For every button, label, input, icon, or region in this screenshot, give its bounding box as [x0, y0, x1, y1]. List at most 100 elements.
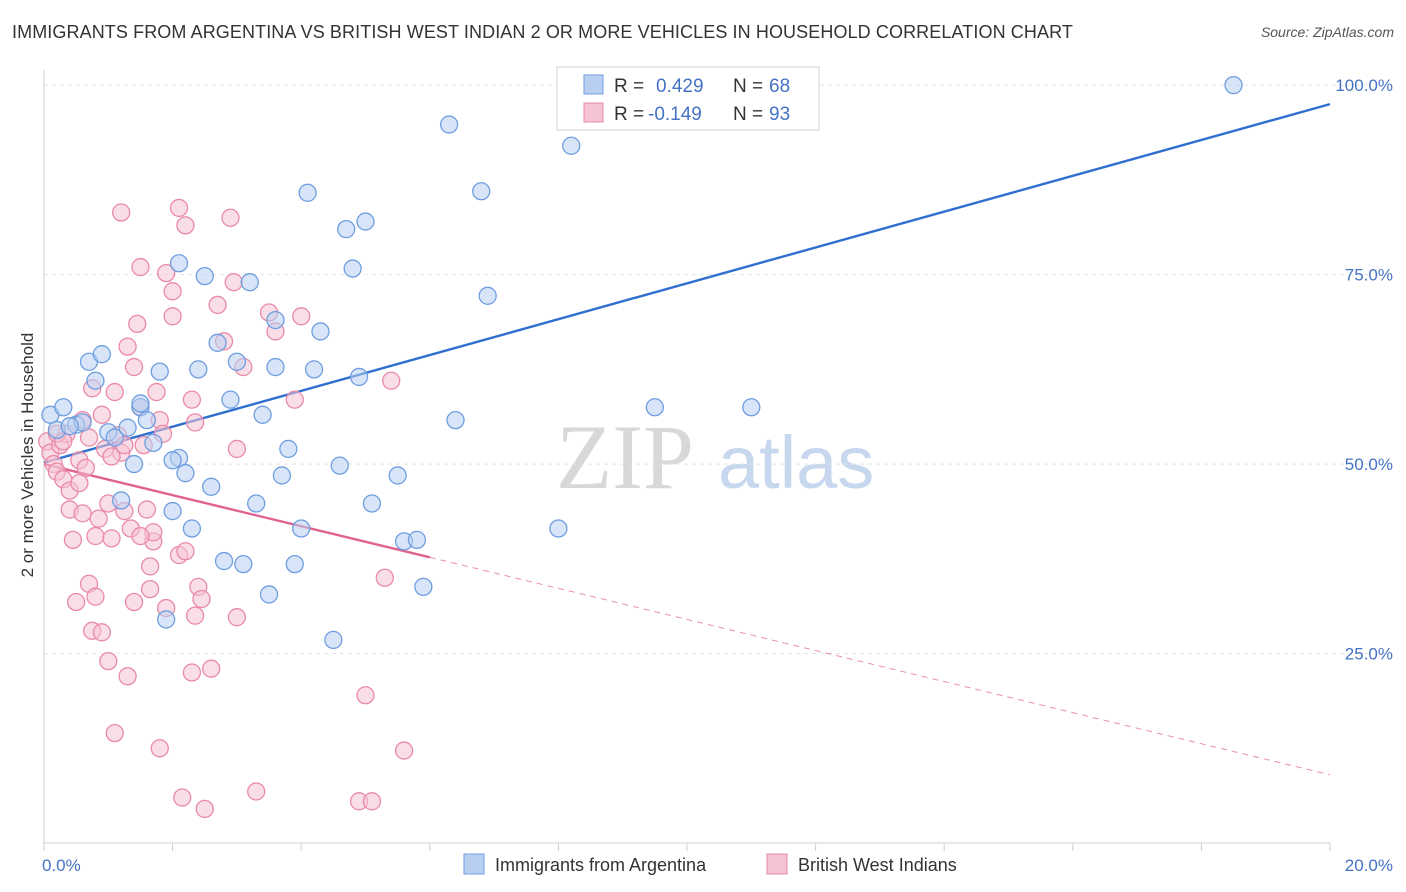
point-bwi-39: [131, 257, 150, 277]
x-tick-label-max: 20.0%: [1345, 856, 1393, 875]
point-bwi-65: [208, 295, 227, 315]
x-tick-label-min: 0.0%: [42, 856, 81, 875]
point-argentina-23: [189, 360, 208, 379]
stats-blue-n-label: N =: [733, 76, 763, 97]
point-argentina-64: [131, 394, 150, 413]
point-argentina-6: [86, 371, 105, 390]
stats-pink-r-label: R =: [614, 104, 644, 125]
point-bwi-46: [147, 382, 166, 402]
point-bwi-90: [70, 473, 89, 493]
point-bwi-18: [86, 587, 105, 606]
point-bwi-58: [182, 663, 202, 682]
trend-bwi-solid: [43, 462, 431, 559]
trend-lines: [43, 102, 1331, 776]
point-bwi-53: [163, 282, 182, 301]
point-bwi-60: [185, 413, 205, 432]
legend-label-bwi: British West Indians: [798, 855, 957, 875]
point-bwi-84: [102, 447, 121, 466]
point-bwi-34: [118, 337, 137, 356]
point-bwi-31: [112, 203, 131, 222]
stats-pink-r-value: -0.149: [648, 104, 702, 125]
point-bwi-77: [356, 686, 375, 705]
point-bwi-62: [192, 589, 211, 609]
source-label: Source: ZipAtlas.com: [1260, 24, 1394, 40]
point-bwi-80: [382, 371, 401, 390]
point-bwi-22: [92, 405, 112, 424]
stats-blue-r-value: 0.429: [656, 76, 704, 97]
point-argentina-22: [182, 519, 202, 538]
point-argentina-42: [304, 360, 324, 379]
watermark-zip: ZIP: [556, 406, 694, 508]
chart-title: IMMIGRANTS FROM ARGENTINA VS BRITISH WES…: [12, 22, 1073, 42]
point-bwi-10: [67, 592, 86, 612]
trend-bwi-dashed: [429, 556, 1331, 776]
point-argentina-62: [742, 398, 761, 417]
point-argentina-25: [202, 477, 221, 496]
point-argentina-2: [54, 398, 73, 417]
point-bwi-9: [63, 530, 83, 550]
point-argentina-38: [279, 439, 298, 459]
point-argentina-63: [60, 417, 79, 436]
y-tick-label-75: 75.0%: [1345, 266, 1393, 285]
point-bwi-67: [221, 208, 240, 227]
point-bwi-86: [176, 542, 195, 561]
point-bwi-57: [176, 216, 195, 235]
point-bwi-14: [76, 458, 95, 478]
point-argentina-15: [144, 433, 163, 453]
point-argentina-40: [292, 519, 311, 538]
point-argentina-24: [195, 266, 214, 286]
point-bwi-87: [227, 439, 247, 459]
x-tick-labels: 0.0% 20.0%: [42, 856, 1393, 875]
point-argentina-44: [324, 630, 343, 650]
point-bwi-78: [362, 792, 382, 811]
point-argentina-16: [150, 362, 169, 381]
point-bwi-92: [185, 606, 205, 625]
point-argentina-56: [472, 182, 491, 201]
y-tick-label-50: 50.0%: [1345, 455, 1393, 474]
point-bwi-50: [157, 263, 176, 283]
y-tick-label-100: 100.0%: [1335, 76, 1393, 95]
point-argentina-54: [439, 115, 459, 134]
point-bwi-91: [140, 579, 160, 599]
point-bwi-74: [285, 390, 304, 409]
point-argentina-18: [163, 501, 182, 521]
point-argentina-21: [176, 464, 195, 483]
point-bwi-64: [202, 659, 221, 678]
point-argentina-9: [105, 428, 124, 447]
point-bwi-37: [124, 592, 144, 612]
point-argentina-39: [285, 554, 304, 574]
stats-legend: R = 0.429 N = 68 R = -0.149 N = 93: [556, 66, 820, 131]
point-bwi-47: [150, 739, 169, 758]
watermark-atlas: atlas: [718, 421, 874, 504]
series-immigrants-from-argentina: [41, 76, 1243, 650]
point-argentina-35: [266, 357, 285, 377]
point-bwi-56: [173, 788, 192, 807]
point-argentina-17: [157, 610, 176, 629]
point-argentina-66: [407, 530, 427, 550]
point-argentina-36: [266, 310, 285, 330]
point-argentina-53: [414, 577, 433, 596]
y-tick-label-25: 25.0%: [1345, 645, 1393, 664]
point-argentina-55: [446, 410, 465, 430]
point-argentina-29: [227, 352, 247, 371]
point-bwi-27: [105, 382, 124, 402]
point-bwi-38: [128, 314, 147, 334]
point-bwi-13: [73, 504, 92, 523]
stats-pink-n-label: N =: [733, 104, 763, 125]
point-bwi-42: [137, 500, 157, 519]
point-argentina-11: [118, 418, 137, 437]
point-argentina-41: [298, 183, 317, 202]
point-bwi-21: [92, 623, 112, 642]
point-bwi-20: [89, 509, 108, 528]
point-bwi-59: [182, 390, 202, 409]
point-bwi-28: [105, 723, 124, 743]
point-bwi-71: [247, 782, 266, 801]
point-bwi-63: [195, 799, 214, 819]
point-argentina-57: [478, 286, 497, 305]
point-bwi-52: [163, 307, 182, 326]
legend-swatch-bwi: [766, 853, 788, 875]
point-bwi-55: [169, 198, 189, 218]
stats-blue-n-value: 68: [769, 76, 790, 97]
stats-pink-n-value: 93: [769, 104, 790, 125]
